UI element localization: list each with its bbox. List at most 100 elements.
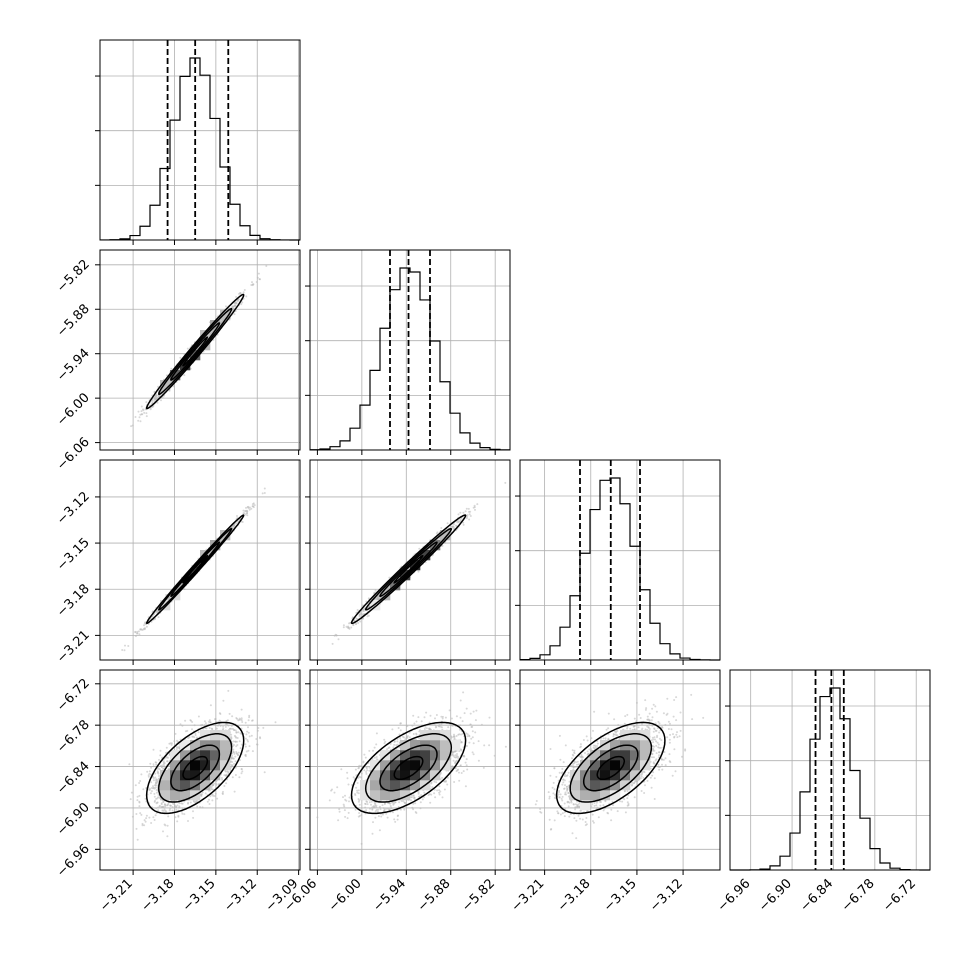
- contour-level-1: [393, 554, 424, 585]
- sample-point: [194, 734, 197, 737]
- contour-lines: [145, 514, 245, 625]
- sample-point: [251, 281, 253, 284]
- sample-point: [440, 527, 443, 529]
- sample-point: [166, 760, 169, 763]
- sample-point: [233, 762, 236, 765]
- sample-point: [233, 302, 236, 305]
- sample-point: [196, 805, 199, 808]
- sample-point: [140, 410, 143, 413]
- histogram-steps: [730, 687, 930, 871]
- contour-level-4: [350, 514, 467, 625]
- sample-point: [145, 401, 148, 404]
- sample-point: [263, 771, 266, 774]
- contour-level-1: [182, 336, 209, 367]
- sample-point: [253, 504, 256, 507]
- sample-point: [355, 623, 357, 626]
- sample-point: [231, 754, 233, 757]
- sample-point: [462, 523, 465, 526]
- sample-point: [248, 714, 251, 717]
- sample-point: [457, 513, 460, 516]
- sample-point: [191, 728, 193, 731]
- sample-point: [240, 303, 243, 306]
- sample-point: [245, 733, 248, 736]
- panel-frame: [519, 459, 721, 661]
- histogram-steps: [520, 477, 720, 661]
- sample-point: [123, 649, 126, 652]
- sample-point: [459, 511, 462, 514]
- sample-point: [138, 633, 141, 636]
- sample-point: [139, 413, 142, 416]
- sample-point: [365, 600, 368, 603]
- sample-point: [186, 347, 189, 350]
- sample-point: [457, 521, 460, 524]
- sample-point: [121, 649, 124, 651]
- sample-point: [388, 576, 391, 579]
- sample-point: [145, 415, 148, 418]
- sample-point: [233, 313, 236, 316]
- sample-point: [356, 609, 359, 611]
- sample-point: [262, 726, 265, 729]
- sample-point: [236, 737, 239, 739]
- sample-point: [446, 522, 449, 525]
- panel-frame: [729, 669, 931, 871]
- sample-point: [108, 671, 110, 673]
- sample-point: [252, 505, 254, 508]
- sample-point: [127, 645, 130, 647]
- contour-level-3: [158, 527, 233, 611]
- sample-point: [248, 508, 251, 511]
- scatter-panel-3-2: [305, 459, 511, 665]
- contour-level-1: [182, 554, 209, 584]
- sample-point: [467, 507, 470, 510]
- sample-point: [366, 615, 369, 618]
- sample-point: [138, 416, 141, 419]
- sample-point: [362, 610, 365, 613]
- sample-point: [160, 399, 162, 402]
- histogram-panel-2: [305, 249, 511, 455]
- sample-point: [157, 806, 160, 809]
- sample-point: [222, 790, 224, 793]
- sample-point: [240, 772, 243, 775]
- sample-point: [145, 625, 148, 628]
- sample-point: [234, 760, 237, 763]
- sample-point: [255, 281, 258, 283]
- sample-point: [374, 589, 377, 592]
- density-cell: [170, 370, 181, 381]
- sample-point: [352, 624, 355, 627]
- sample-point: [124, 644, 126, 647]
- sample-point: [134, 631, 137, 634]
- sample-point: [342, 626, 345, 629]
- scatter-panel-3-1: [95, 459, 301, 673]
- sample-point: [452, 526, 454, 529]
- sample-point: [331, 642, 334, 645]
- sample-point: [139, 628, 142, 631]
- histogram-steps: [100, 57, 300, 241]
- sample-point: [235, 522, 238, 525]
- contour-level-4: [145, 293, 245, 410]
- sample-point: [469, 515, 472, 517]
- sample-point: [236, 515, 238, 517]
- sample-point: [172, 385, 175, 388]
- sample-point: [235, 296, 238, 298]
- sample-point: [355, 617, 358, 620]
- sample-point: [174, 816, 177, 819]
- sample-point: [261, 492, 264, 495]
- sample-point: [504, 481, 507, 484]
- density-cell: [420, 550, 431, 561]
- sample-point: [155, 611, 158, 614]
- sample-point: [165, 746, 168, 749]
- histogram-panel-1: [95, 39, 301, 245]
- sample-point: [243, 289, 246, 291]
- sample-point: [473, 504, 476, 507]
- sample-point: [154, 618, 156, 621]
- contour-level-2: [170, 322, 221, 381]
- sample-point: [256, 276, 259, 279]
- sample-point: [337, 638, 340, 641]
- sample-point: [145, 412, 148, 415]
- sample-point: [474, 508, 476, 511]
- sample-point: [183, 374, 186, 377]
- sample-point: [149, 792, 152, 795]
- sample-point: [358, 614, 361, 617]
- sample-point: [193, 724, 196, 727]
- sample-point: [139, 420, 142, 423]
- sample-point: [455, 524, 457, 527]
